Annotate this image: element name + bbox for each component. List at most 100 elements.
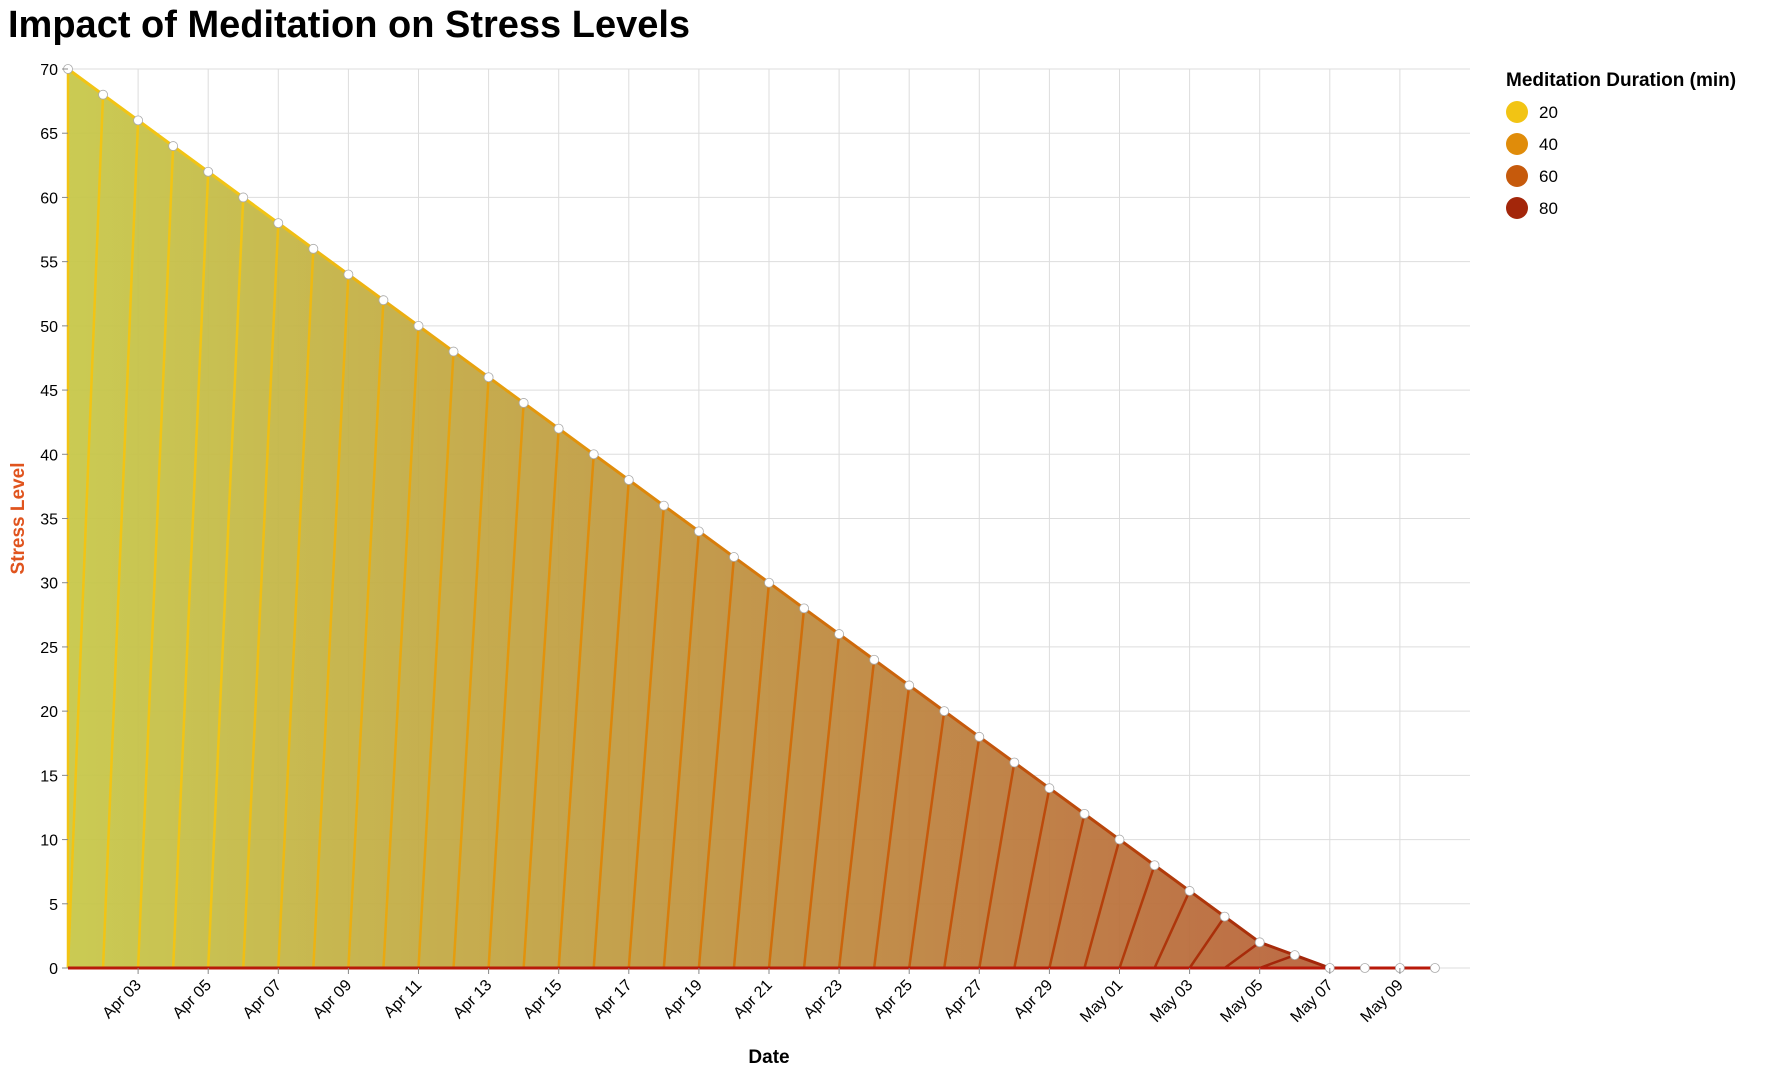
drop-line [242, 223, 280, 969]
data-point [764, 577, 774, 588]
data-point [1009, 757, 1020, 768]
line-segment [171, 144, 210, 174]
y-tick-label: 5 [49, 897, 58, 914]
line-segment [311, 247, 350, 276]
drop-line [66, 94, 105, 969]
line-segment [136, 118, 175, 148]
line-segment [452, 350, 491, 379]
data-point [1219, 911, 1230, 922]
drop-line [697, 556, 736, 969]
y-tick-label: 15 [40, 768, 58, 785]
drop-line [136, 146, 175, 969]
line-segment [381, 298, 420, 328]
data-point [413, 320, 424, 331]
drop-line [522, 428, 560, 969]
data-point [729, 552, 739, 562]
data-point [1430, 963, 1440, 973]
x-axis-title: Date [748, 1047, 789, 1068]
line-segment [662, 504, 701, 533]
line-segment [1258, 940, 1297, 957]
data-point [1114, 834, 1125, 845]
x-tick-label: Apr 05 [170, 977, 215, 1022]
x-tick-label: Apr 03 [100, 977, 145, 1022]
data-point [483, 372, 494, 383]
drop-line [1048, 813, 1086, 969]
drop-line [662, 531, 701, 969]
drop-line [101, 120, 140, 969]
x-tick-label: May 05 [1217, 977, 1266, 1026]
stress-area [68, 69, 1435, 968]
data-point [133, 115, 144, 126]
drop-line [1083, 839, 1121, 969]
legend-swatch [1506, 133, 1528, 155]
chart-title: Impact of Meditation on Stress Levels [8, 4, 691, 46]
line-segment [276, 221, 315, 251]
data-point [238, 192, 249, 203]
drop-line [907, 710, 946, 969]
data-point [343, 269, 354, 280]
y-axis-title: Stress Level [8, 463, 29, 575]
data-point [378, 295, 389, 306]
legend-label: 80 [1539, 199, 1558, 218]
line-segment [872, 658, 911, 687]
data-point [553, 423, 564, 434]
line-segment [837, 632, 876, 662]
x-tick-label: Apr 17 [590, 977, 635, 1022]
data-point [1359, 963, 1370, 973]
drop-line [1118, 864, 1156, 969]
drop-line [978, 762, 1016, 969]
x-tick-label: May 03 [1147, 977, 1196, 1026]
drop-line [1013, 787, 1051, 969]
line-segment [1188, 889, 1227, 919]
y-tick-label: 45 [40, 383, 58, 400]
line-segment [522, 401, 561, 431]
legend-swatch [1506, 197, 1528, 219]
legend-label: 20 [1539, 103, 1558, 122]
x-tick-label: Apr 29 [1011, 977, 1056, 1022]
data-point [834, 629, 844, 639]
legend-swatch [1506, 165, 1528, 187]
drop-line [417, 351, 455, 969]
line-segment [697, 529, 736, 559]
y-tick-label: 60 [40, 190, 58, 207]
data-points [63, 64, 1440, 973]
drop-line [347, 300, 385, 969]
data-point [1184, 886, 1195, 896]
y-tick-label: 10 [40, 833, 58, 850]
data-point [974, 731, 985, 742]
line-segment [101, 93, 140, 122]
legend-swatch [1506, 101, 1528, 123]
drop-line [1153, 890, 1191, 969]
data-point [694, 526, 704, 537]
data-point [1149, 860, 1160, 871]
y-tick-label: 20 [40, 704, 58, 721]
y-tick-label: 50 [40, 319, 58, 336]
data-point [1079, 808, 1090, 819]
line-segment [417, 324, 456, 354]
drop-line [732, 582, 771, 969]
x-tick-label: Apr 27 [941, 977, 986, 1022]
line-segment [767, 581, 806, 610]
legend-label: 40 [1539, 135, 1558, 154]
drop-line [627, 505, 666, 969]
line-segment [1293, 953, 1332, 970]
line-segment [1153, 863, 1192, 893]
data-point [588, 449, 599, 460]
line-segment [241, 195, 280, 225]
drop-line [802, 633, 841, 969]
legend-label: 60 [1539, 167, 1558, 186]
x-tick-label: Apr 11 [381, 977, 426, 1022]
line-segment [592, 452, 631, 482]
data-point [1044, 783, 1055, 794]
x-tick-label: Apr 25 [871, 977, 916, 1022]
drop-line [943, 736, 981, 969]
data-point [904, 680, 915, 691]
drop-line [1188, 915, 1226, 969]
drop-line [277, 248, 315, 969]
data-point [448, 346, 459, 357]
line-segment [907, 683, 946, 713]
line-segment [487, 375, 526, 405]
data-point [939, 706, 950, 717]
data-point [98, 89, 108, 100]
